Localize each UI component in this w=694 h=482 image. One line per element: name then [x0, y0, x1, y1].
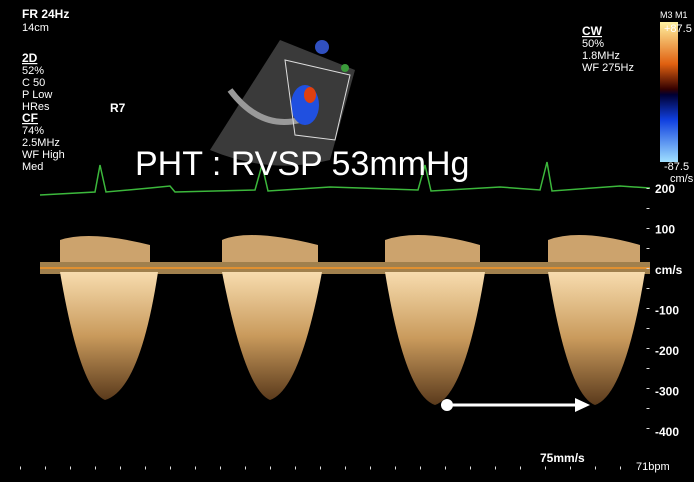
annotation: PHT : RVSP 53mmHg — [135, 145, 469, 183]
ultrasound-screen: FR 24Hz 14cm 2D52%C 50P LowHResCF74%2.5M… — [0, 0, 694, 482]
color-bar-min: -87.5 — [664, 161, 689, 173]
setting: C 50 — [22, 77, 45, 89]
setting: P Low — [22, 89, 52, 101]
scale-label: 100 — [655, 223, 675, 237]
gate-marker — [341, 64, 349, 72]
color-bar-title: M3 M1 — [660, 10, 688, 20]
scale-label: cm/s — [655, 263, 683, 277]
setting: WF 275Hz — [582, 62, 634, 74]
setting: 50% — [582, 38, 604, 50]
color-bar — [660, 22, 678, 162]
color-flow — [304, 87, 316, 103]
color-bar-max: +87.5 — [664, 23, 692, 35]
scale-label: -400 — [655, 425, 679, 439]
probe-icon — [315, 40, 329, 54]
arrow-start — [441, 399, 453, 411]
heart-rate: 71bpm — [636, 461, 670, 473]
setting: 74% — [22, 125, 44, 137]
setting: 52% — [22, 65, 44, 77]
setting: 2D — [22, 51, 38, 65]
depth: 14cm — [22, 22, 49, 34]
setting: CW — [582, 24, 603, 38]
sweep-speed: 75mm/s — [540, 451, 585, 465]
scale-label: -100 — [655, 304, 679, 318]
setting: Med — [22, 161, 43, 173]
setting: 2.5MHz — [22, 137, 60, 149]
setting: 1.8MHz — [582, 50, 620, 62]
setting: WF High — [22, 149, 65, 161]
setting: CF — [22, 111, 38, 125]
scale-label: -300 — [655, 385, 679, 399]
probe-label: R7 — [110, 101, 126, 115]
scale-label: -200 — [655, 344, 679, 358]
frame-rate: FR 24Hz — [22, 7, 69, 21]
scale-label: 200 — [655, 182, 675, 196]
